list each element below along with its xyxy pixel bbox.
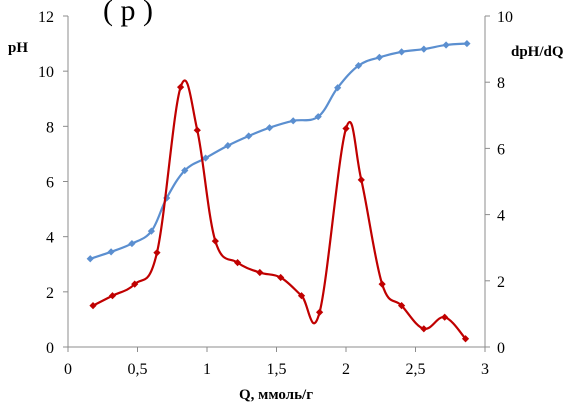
clipped-header-text: ( р )	[103, 0, 153, 27]
right-tick-label: 2	[497, 274, 505, 291]
left-tick-label: 8	[46, 119, 54, 136]
data-point-dpH-dQ	[315, 308, 324, 316]
series-line-pH	[89, 42, 469, 260]
right-tick-label: 4	[497, 208, 505, 225]
x-tick-label: 1,5	[267, 361, 287, 378]
data-point-dpH-dQ	[233, 258, 242, 267]
data-point-pH	[314, 113, 322, 121]
data-point-pH	[289, 117, 297, 125]
data-point-pH	[224, 142, 232, 150]
data-point-pH	[334, 84, 342, 92]
data-point-pH	[265, 124, 274, 132]
right-tick-label: 10	[497, 9, 513, 26]
x-tick-label: 3	[481, 361, 489, 378]
y-axis-title-left: pH	[8, 40, 28, 56]
left-tick-labels: 0 2 4 6 8 10 12	[38, 9, 68, 357]
left-tick-label: 2	[46, 285, 54, 302]
data-point-dpH-dQ	[211, 237, 219, 245]
data-point-dpH-dQ	[256, 268, 264, 277]
series-line-dpH-dQ	[91, 79, 467, 340]
data-point-dpH-dQ	[176, 83, 185, 91]
x-tick-labels: 0 0,5 1 1,5 2 2,5 3	[64, 347, 489, 378]
left-tick-label: 6	[46, 175, 54, 192]
data-point-pH	[245, 132, 253, 140]
data-point-dpH-dQ	[153, 249, 161, 257]
data-point-dpH-dQ	[193, 126, 201, 134]
x-tick-label: 0	[64, 361, 72, 378]
right-tick-labels: 0 2 4 6 8 10	[485, 9, 513, 357]
data-point-pH	[442, 41, 450, 49]
data-point-pH	[463, 39, 471, 48]
data-point-dpH-dQ	[398, 302, 406, 310]
data-point-dpH-dQ	[277, 273, 285, 282]
right-tick-label: 8	[497, 75, 505, 92]
data-point-pH	[107, 248, 115, 256]
data-point-dpH-dQ	[108, 292, 117, 300]
data-point-dpH-dQ	[420, 325, 428, 333]
data-point-pH	[128, 239, 136, 248]
data-point-pH	[86, 255, 94, 263]
axes	[67, 16, 486, 348]
x-axis-title: Q, ммоль/г	[239, 387, 313, 403]
right-tick-label: 6	[497, 141, 505, 158]
data-point-dpH-dQ	[461, 335, 470, 343]
left-tick-label: 10	[38, 64, 54, 81]
data-point-dpH-dQ	[441, 313, 449, 321]
y-axis-title-right: dpH/dQ	[511, 44, 564, 60]
right-tick-label: 0	[497, 340, 505, 357]
x-tick-label: 0,5	[128, 361, 148, 378]
data-point-pH	[354, 62, 363, 70]
data-point-dpH-dQ	[357, 176, 365, 184]
data-point-pH	[398, 48, 406, 56]
data-point-pH	[420, 45, 428, 53]
left-tick-label: 12	[38, 9, 54, 26]
data-point-pH	[147, 227, 155, 235]
data-point-dpH-dQ	[89, 302, 97, 310]
data-point-dpH-dQ	[378, 280, 386, 288]
data-point-dpH-dQ	[342, 124, 350, 133]
data-point-pH	[181, 166, 189, 175]
x-tick-label: 1	[203, 361, 211, 378]
left-tick-label: 4	[46, 230, 54, 247]
series-layer	[86, 39, 471, 343]
data-point-pH	[375, 53, 383, 61]
data-point-pH	[202, 154, 210, 162]
data-point-dpH-dQ	[131, 280, 139, 288]
data-point-dpH-dQ	[297, 292, 306, 300]
x-tick-label: 2	[342, 361, 350, 378]
left-tick-label: 0	[46, 340, 54, 357]
x-tick-label: 2,5	[406, 361, 426, 378]
